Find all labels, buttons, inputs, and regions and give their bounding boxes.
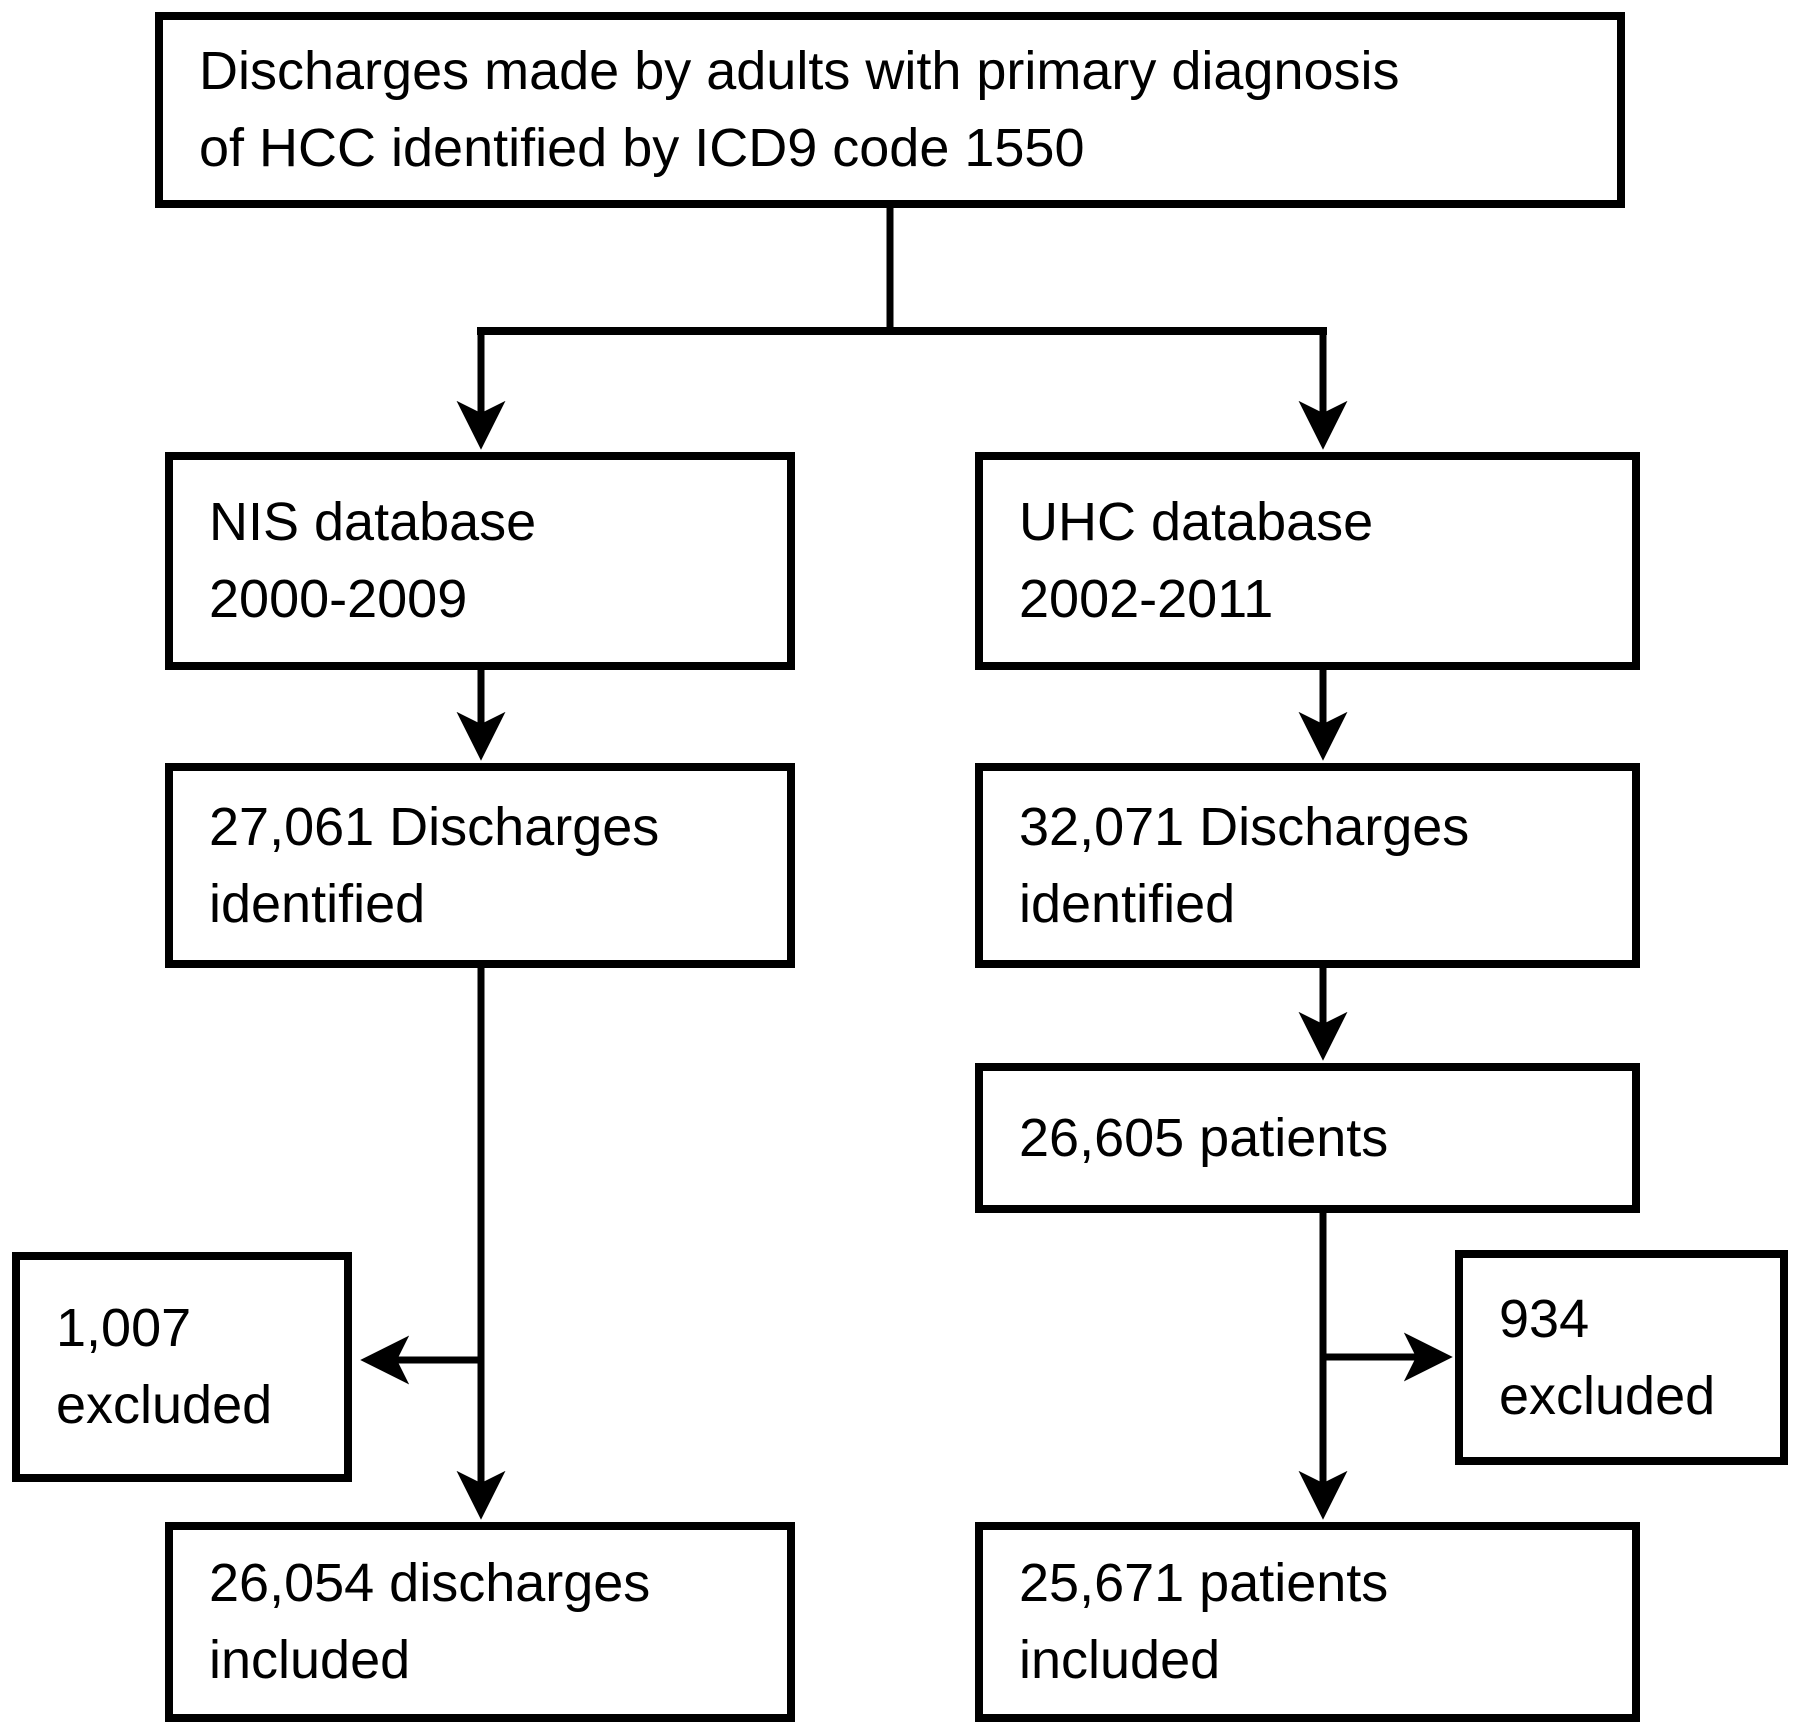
nis-included-label: 26,054 discharges included bbox=[209, 1553, 651, 1690]
source-discharges-box: Discharges made by adults with primary d… bbox=[155, 12, 1625, 208]
nis-discharges-identified-box: 27,061 Discharges identified bbox=[165, 763, 795, 968]
uhc-discharges-identified-box: 32,071 Discharges identified bbox=[975, 763, 1640, 968]
uhc-excluded-box: 934 excluded bbox=[1455, 1250, 1788, 1465]
uhc-patients-label: 26,605 patients bbox=[1019, 1107, 1389, 1168]
uhc-discharges-identified-label: 32,071 Discharges identified bbox=[1019, 796, 1470, 934]
nis-database-label: NIS database 2000-2009 bbox=[209, 492, 537, 629]
nis-excluded-box: 1,007 excluded bbox=[12, 1252, 352, 1482]
uhc-database-box: UHC database 2002-2011 bbox=[975, 452, 1640, 670]
uhc-database-label: UHC database 2002-2011 bbox=[1019, 492, 1374, 629]
nis-database-box: NIS database 2000-2009 bbox=[165, 452, 795, 670]
nis-included-box: 26,054 discharges included bbox=[165, 1522, 795, 1722]
uhc-patients-box: 26,605 patients bbox=[975, 1063, 1640, 1213]
uhc-excluded-label: 934 excluded bbox=[1499, 1288, 1716, 1426]
nis-discharges-identified-label: 27,061 Discharges identified bbox=[209, 796, 660, 934]
source-discharges-label: Discharges made by adults with primary d… bbox=[199, 41, 1400, 178]
uhc-included-label: 25,671 patients included bbox=[1019, 1553, 1389, 1690]
uhc-included-box: 25,671 patients included bbox=[975, 1522, 1640, 1722]
nis-excluded-label: 1,007 excluded bbox=[56, 1298, 273, 1435]
